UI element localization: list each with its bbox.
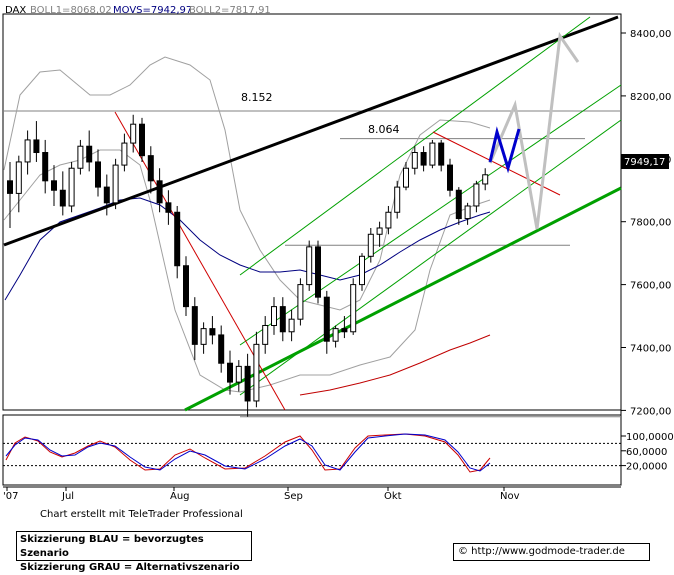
- candle-body: [315, 246, 321, 298]
- candle-body: [51, 180, 57, 191]
- candle-body: [130, 123, 137, 144]
- trend-channel-mid: [239, 84, 622, 346]
- moving-average-blue: [4, 197, 491, 301]
- candle-body: [112, 164, 119, 204]
- candle-body: [447, 164, 453, 191]
- candle-body: [183, 265, 189, 308]
- candle-body: [200, 328, 207, 345]
- candle-body: [95, 161, 101, 188]
- candle-body: [262, 324, 269, 345]
- candle-body: [244, 365, 251, 402]
- y-tick-label: 7600,00: [630, 281, 671, 292]
- candle-body: [341, 328, 348, 333]
- candle-body: [7, 180, 13, 194]
- scenario-legend-blue: Skizzierung BLAU = bevorzugtes Szenario: [20, 534, 204, 559]
- candle-body: [68, 167, 75, 207]
- osc-tick-label: 60,0000: [626, 447, 667, 458]
- chart-credit: Chart erstellt mit TeleTrader Profession…: [40, 509, 243, 520]
- candle-body: [86, 145, 93, 163]
- osc-tick-label: 100,0000: [626, 432, 674, 443]
- candle-body: [464, 205, 471, 220]
- candle-body: [218, 334, 225, 364]
- candle-body: [411, 152, 418, 169]
- candle-body: [438, 142, 445, 166]
- x-tick-label: Jul: [61, 491, 74, 502]
- candle-body: [165, 202, 172, 213]
- indicator-boll2: BOLL2=7817,91: [189, 5, 271, 16]
- x-tick-label: Sep: [284, 491, 303, 502]
- candle-body: [367, 233, 374, 257]
- oscillator-blue-line: [5, 433, 491, 472]
- candle-body: [279, 306, 286, 333]
- candle-body: [403, 167, 409, 188]
- candle-body: [271, 306, 277, 326]
- scenario-legend-box: Skizzierung BLAU = bevorzugtes Szenario …: [16, 531, 252, 573]
- candle-body: [147, 155, 154, 182]
- candle-body: [323, 296, 330, 342]
- candle-body: [253, 343, 260, 402]
- candle-body: [297, 284, 304, 320]
- candle-body: [235, 365, 242, 383]
- last-price-tag: [621, 154, 669, 169]
- scenario-legend-gray: Skizzierung GRAU = Alternativszenario: [20, 562, 240, 573]
- candle-body: [42, 152, 49, 182]
- candle-body: [359, 255, 365, 286]
- indicator-boll1: BOLL1=8068,02: [30, 5, 112, 16]
- candle-body: [77, 145, 84, 169]
- level-label-8064: 8.064: [368, 123, 400, 136]
- candle-body: [156, 180, 163, 204]
- candle-body: [227, 362, 233, 383]
- gray-scenario-path: [488, 31, 580, 230]
- y-tick-label: 7200,00: [630, 406, 671, 417]
- candle-body: [455, 189, 462, 220]
- candle-body: [24, 139, 31, 163]
- osc-tick-label: 20,0000: [626, 462, 667, 473]
- level-label-8152: 8.152: [241, 91, 273, 104]
- downtrend-line-2: [432, 131, 561, 196]
- candle-body: [59, 189, 66, 207]
- moving-average-red: [299, 334, 491, 396]
- candle-body: [420, 152, 427, 166]
- candle-body: [15, 161, 22, 194]
- candle-body: [139, 123, 145, 157]
- indicator-movs: MOVS=7942,97: [113, 5, 192, 16]
- source-url-link[interactable]: © http://www.godmode-trader.de: [453, 543, 650, 561]
- x-tick-label: '07: [3, 491, 18, 502]
- bollinger-upper: [3, 56, 491, 311]
- y-tick-label: 8400,00: [630, 29, 671, 40]
- trend-channel-upper: [239, 16, 591, 276]
- x-tick-label: Aug: [170, 491, 190, 502]
- candle-body: [174, 211, 181, 267]
- candle-body: [121, 142, 128, 166]
- candle-body: [376, 227, 383, 235]
- y-tick-label: 8200,00: [630, 92, 671, 103]
- candle-body: [385, 211, 392, 229]
- candle-body: [191, 306, 198, 345]
- x-tick-label: Nov: [500, 491, 520, 502]
- candle-body: [209, 328, 216, 336]
- y-tick-label: 7800,00: [630, 218, 671, 229]
- trend-channel-inner: [239, 119, 622, 396]
- candle-body: [33, 139, 40, 154]
- blue-scenario-path: [488, 126, 521, 174]
- x-tick-label: Okt: [384, 491, 402, 502]
- y-tick-label: 7400,00: [630, 344, 671, 355]
- candle-body: [306, 246, 313, 286]
- candle-body: [394, 186, 401, 213]
- candle-body: [332, 328, 339, 342]
- candle-body: [350, 284, 357, 333]
- candle-body: [482, 174, 489, 185]
- last-price-label: 7949,17: [624, 157, 665, 168]
- candle-body: [103, 186, 110, 204]
- chart-symbol: DAX: [5, 5, 26, 16]
- candle-body: [288, 318, 295, 333]
- candle-body: [429, 142, 436, 166]
- candle-body: [473, 183, 480, 207]
